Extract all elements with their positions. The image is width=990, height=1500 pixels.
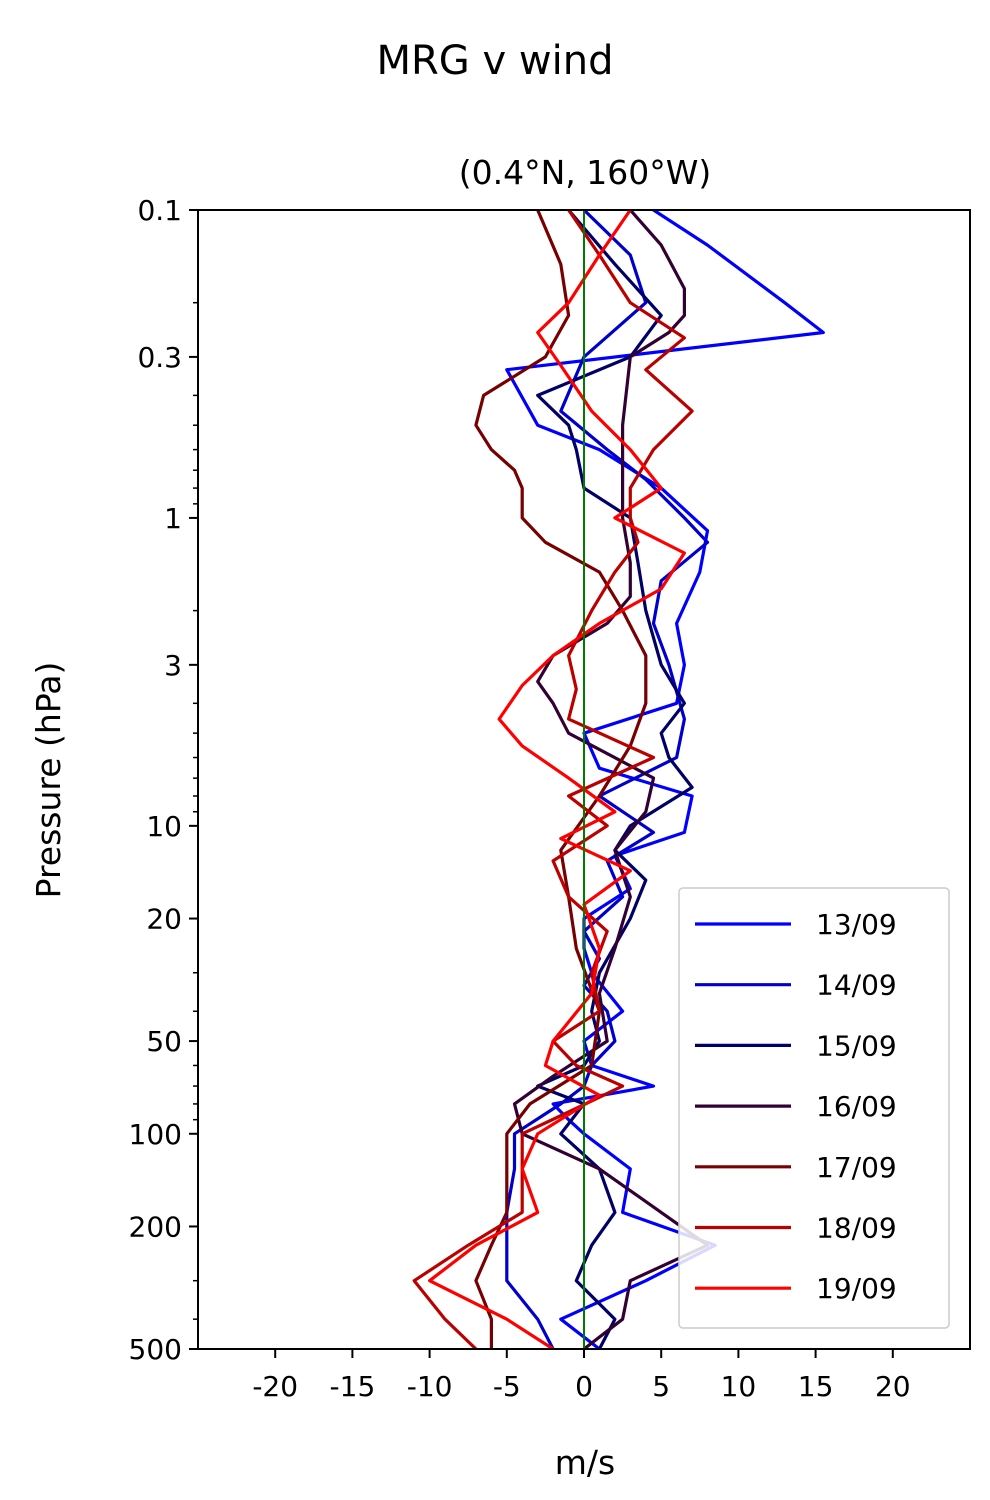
x-axis-label: m/s: [555, 1443, 615, 1482]
series-line-19-09: [428, 210, 687, 1349]
series-line-15-09: [536, 210, 694, 1349]
series-line-16-09: [512, 210, 710, 1349]
x-tick-label: 10: [721, 1370, 757, 1403]
y-tick-label: 0.3: [137, 341, 182, 374]
chart-subtitle: (0.4°N, 160°W): [459, 153, 712, 192]
y-tick-label: 1: [164, 502, 182, 535]
x-tick-label: -15: [330, 1370, 376, 1403]
x-tick-label: -5: [493, 1370, 521, 1403]
y-axis-label: Pressure (hPa): [29, 662, 68, 899]
legend-label: 16/09: [816, 1090, 897, 1123]
legend-label: 18/09: [816, 1212, 897, 1245]
plot-area: -20 -15 -10 -5 0 5 10 15 20 0.1 0.3 1 3 10 20 50 100 200 5…: [129, 194, 971, 1403]
x-tick-label: 20: [875, 1370, 911, 1403]
legend-label: 17/09: [816, 1151, 897, 1184]
series-line-18-09: [412, 210, 694, 1349]
y-tick-label: 200: [129, 1210, 182, 1243]
legend-label: 19/09: [816, 1272, 897, 1305]
legend-label: 15/09: [816, 1029, 897, 1062]
x-tick-label: 15: [798, 1370, 834, 1403]
y-tick-label: 50: [146, 1025, 182, 1058]
series-line-17-09: [474, 210, 648, 1349]
legend-label: 13/09: [816, 908, 897, 941]
x-tick-label: 0: [575, 1370, 593, 1403]
series-lines: [412, 210, 825, 1349]
y-tick-label: 0.1: [137, 194, 182, 227]
legend: 13/09 14/09 15/09 16/09 17/09 18/09 19/09: [678, 887, 950, 1329]
chart-title: MRG v wind: [377, 38, 614, 84]
y-tick-label: 3: [164, 649, 182, 682]
y-tick-label: 10: [146, 810, 182, 843]
x-tick-label: 5: [652, 1370, 670, 1403]
y-tick-label: 20: [146, 903, 182, 936]
legend-box: [678, 887, 950, 1329]
y-tick-label: 100: [129, 1118, 182, 1151]
x-tick-label: -20: [252, 1370, 298, 1403]
y-tick-label: 500: [129, 1333, 182, 1366]
legend-label: 14/09: [816, 969, 897, 1002]
x-tick-label: -10: [407, 1370, 453, 1403]
